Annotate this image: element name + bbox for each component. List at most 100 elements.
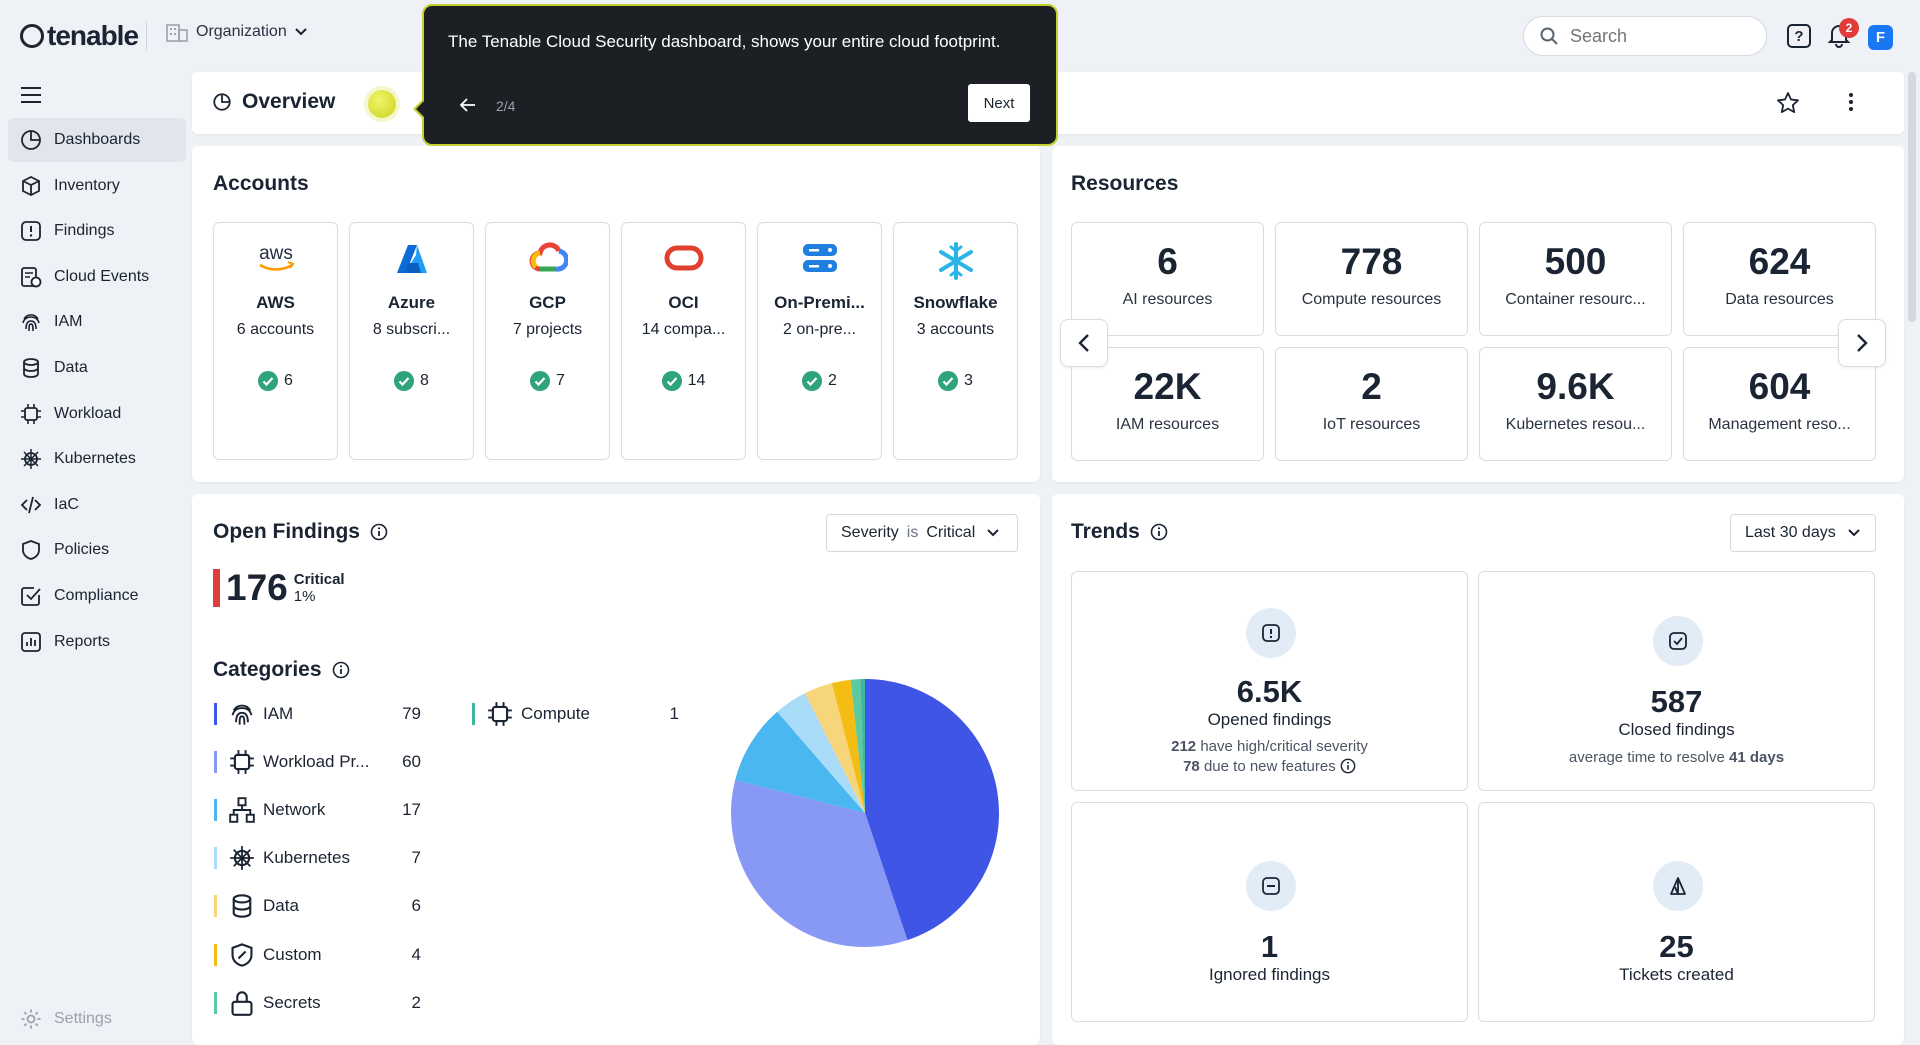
critical-count: 176 Critical 1% [213,569,345,607]
pie-slice-4[interactable] [805,683,865,813]
organization-selector[interactable]: Organization [166,22,307,42]
resource-card[interactable]: 6 AI resources [1071,222,1264,336]
logo-ring-icon [20,24,44,48]
category-row-iam[interactable]: IAM 79 [214,699,421,729]
resource-card[interactable]: 9.6K Kubernetes resou... [1479,347,1672,461]
search-input[interactable] [1570,25,1740,47]
sidebar-item-label: Inventory [54,176,120,194]
pie-slice-2[interactable] [735,711,865,813]
category-row-network[interactable]: Network 17 [214,795,421,825]
sidebar-item-iam[interactable]: IAM [8,300,186,344]
account-card-aws[interactable]: aws AWS 6 accounts 6 [213,222,338,460]
closed-findings-card[interactable]: 587 Closed findings average time to reso… [1478,571,1875,791]
pie-slice-1[interactable] [731,779,908,947]
sidebar-item-findings[interactable]: Findings [8,209,186,253]
minus-square-icon [1262,877,1280,895]
chip-icon [230,750,254,774]
severity-filter-dropdown[interactable]: Severity is Critical [826,514,1018,552]
category-row-custom[interactable]: Custom 4 [214,940,421,970]
tickets-created-card[interactable]: 25 Tickets created [1478,802,1875,1022]
account-card-gcp[interactable]: GCP 7 projects 7 [485,222,610,460]
tour-beacon[interactable] [368,90,396,118]
pie-slice-5[interactable] [831,679,865,813]
category-row-secrets[interactable]: Secrets 2 [214,988,421,1018]
check-square-icon [21,587,41,606]
account-card-on-premises[interactable]: On-Premi... 2 on-pre... 2 [757,222,882,460]
gear-icon [21,1009,41,1029]
category-label: IAM [263,704,294,723]
account-name: OCI [668,293,699,312]
category-row-data[interactable]: Data 6 [214,891,421,921]
category-label: Data [263,896,299,915]
sidebar-item-iac[interactable]: IaC [8,483,186,527]
star-icon[interactable] [1776,91,1800,115]
account-name: Snowflake [913,293,998,312]
sidebar-item-workload[interactable]: Workload [8,392,186,436]
account-sub: 8 subscri... [372,321,451,338]
sidebar-item-inventory[interactable]: Inventory [8,164,186,208]
sidebar-item-data[interactable]: Data [8,346,186,390]
chip-icon [21,403,41,424]
account-card-oci[interactable]: OCI 14 compa... 14 [621,222,746,460]
account-status: 7 [486,371,609,391]
more-options-icon[interactable] [1848,92,1854,112]
next-button[interactable]: Next [968,84,1030,122]
organization-label: Organization [196,23,287,40]
account-status: 6 [214,371,337,391]
chevron-right-icon [1857,334,1868,352]
page-scrollbar[interactable] [1908,72,1916,322]
sidebar-item-dashboards[interactable]: Dashboards [8,118,186,162]
critical-bar [213,569,220,607]
resource-card[interactable]: 2 IoT resources [1275,347,1468,461]
resource-card[interactable]: 624 Data resources [1683,222,1876,336]
sidebar-item-compliance[interactable]: Compliance [8,574,186,618]
sidebar-item-policies[interactable]: Policies [8,528,186,572]
account-card-azure[interactable]: Azure 8 subscri... 8 [349,222,474,460]
pie-slice-6[interactable] [850,679,865,813]
settings-label: Settings [54,1010,112,1027]
opened-findings-card[interactable]: 6.5K Opened findings 212 have high/criti… [1071,571,1468,791]
sidebar-item-settings[interactable]: Settings [20,1008,112,1030]
new-features-count: 78 [1183,758,1200,775]
dashboard-icon [213,93,231,111]
pie-slice-7[interactable] [860,679,865,813]
category-row-workload[interactable]: Workload Pr... 60 [214,747,421,777]
info-icon[interactable] [370,523,388,541]
info-icon[interactable] [1150,523,1168,541]
category-row-compute[interactable]: Compute 1 [472,699,679,729]
tenable-logo[interactable]: tenable [20,20,139,52]
check-circle-icon [530,371,551,391]
carousel-next-button[interactable] [1838,319,1886,367]
time-range-dropdown[interactable]: Last 30 days [1730,514,1876,552]
menu-icon[interactable] [20,86,42,104]
category-row-kubernetes[interactable]: Kubernetes 7 [214,843,421,873]
info-icon[interactable] [1340,758,1356,774]
sidebar-item-reports[interactable]: Reports [8,620,186,664]
alert-icon [21,221,41,242]
avatar[interactable]: F [1868,25,1893,50]
search-box[interactable] [1523,16,1767,56]
arrow-left-icon[interactable] [460,98,476,112]
pie-slice-0[interactable] [865,679,999,941]
tour-message: The Tenable Cloud Security dashboard, sh… [448,32,1001,51]
search-icon [1540,27,1558,45]
category-color [214,895,217,917]
sidebar-item-kubernetes[interactable]: Kubernetes [8,437,186,481]
help-icon[interactable]: ? [1787,24,1811,48]
sidebar-item-label: Compliance [54,586,139,604]
resource-label: Management reso... [1708,416,1851,433]
account-card-snowflake[interactable]: Snowflake 3 accounts 3 [893,222,1018,460]
category-color [214,703,217,725]
ignored-findings-card[interactable]: 1 Ignored findings [1071,802,1468,1022]
critical-number: 176 [226,567,288,608]
resource-card[interactable]: 500 Container resourc... [1479,222,1672,336]
pie-slice-3[interactable] [777,693,865,813]
notifications-button[interactable]: 2 [1826,18,1859,52]
info-icon[interactable] [332,661,350,679]
sidebar-item-cloud-events[interactable]: Cloud Events [8,255,186,299]
carousel-prev-button[interactable] [1060,319,1108,367]
resource-card[interactable]: 778 Compute resources [1275,222,1468,336]
tickets-icon-wrap [1653,861,1703,911]
dashboard-icon [21,130,41,150]
network-icon [229,797,255,823]
